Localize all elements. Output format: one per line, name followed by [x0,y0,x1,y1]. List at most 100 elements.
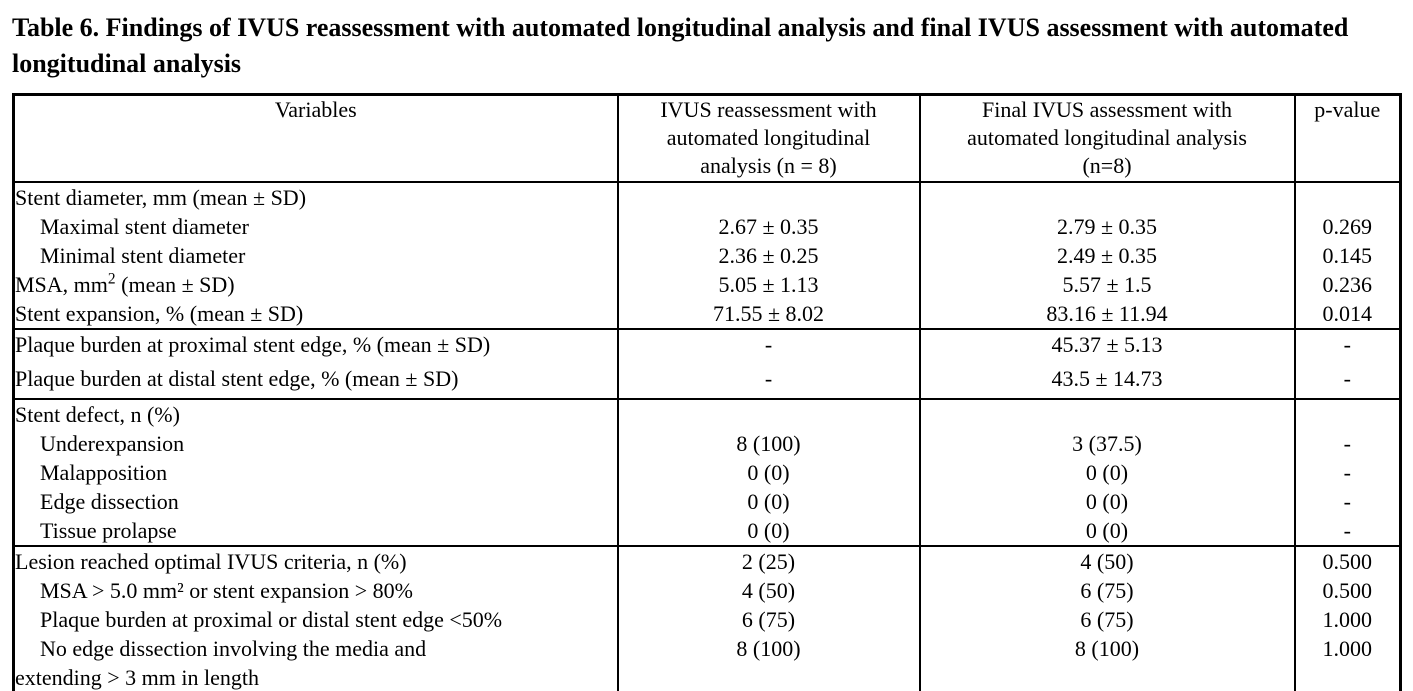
reassessment-value [616,181,921,212]
variable-label-text: extending > 3 mm in length [15,665,260,690]
reassessment-value: 4 (50) [616,576,921,605]
pvalue: 0.236 [1293,270,1402,299]
column-header-pvalue: p-value [1293,94,1402,183]
pvalue: - [1293,429,1402,458]
final-value: 0 (0) [918,487,1296,516]
pvalue [1293,398,1402,429]
column-header-text: automated longitudinal analysis [967,125,1247,150]
table-row-maximal-stent-diameter: Maximal stent diameter 2.67 ± 0.35 2.79 … [12,212,1402,241]
table-row-no-edge-dissection-criterion: No edge dissection involving the media a… [12,634,1402,691]
reassessment-value: 0 (0) [616,458,921,487]
pvalue: 1.000 [1293,634,1402,691]
final-value: 2.79 ± 0.35 [918,212,1296,241]
column-header-text: Variables [274,97,357,122]
reassessment-value [616,398,921,429]
pvalue: - [1293,364,1402,399]
superscript-two: 2 [107,270,116,288]
pvalue: 0.500 [1293,545,1402,576]
reassessment-value: 5.05 ± 1.13 [616,270,921,299]
reassessment-value: 2 (25) [616,545,921,576]
variable-label: Plaque burden at proximal or distal sten… [12,605,619,634]
table-row-plaque-burden-distal: Plaque burden at distal stent edge, % (m… [12,364,1402,399]
reassessment-value: 71.55 ± 8.02 [616,299,921,329]
reassessment-value: 0 (0) [616,516,921,546]
column-header-text: analysis (n = 8) [700,153,837,178]
pvalue: 0.269 [1293,212,1402,241]
variable-label: No edge dissection involving the media a… [12,634,619,691]
table-row-stent-expansion: Stent expansion, % (mean ± SD) 71.55 ± 8… [12,299,1402,329]
column-header-text: IVUS reassessment with [660,97,877,122]
variable-label-text: MSA, mm [15,272,108,297]
final-value: 43.5 ± 14.73 [918,364,1296,399]
reassessment-value: 8 (100) [616,429,921,458]
column-header-text: p-value [1314,97,1381,122]
variable-label: Stent defect, n (%) [12,398,619,429]
variable-label-text: (mean ± SD) [115,272,235,297]
table-row-tissue-prolapse: Tissue prolapse 0 (0) 0 (0) - [12,516,1402,546]
variable-label: MSA > 5.0 mm² or stent expansion > 80% [12,576,619,605]
reassessment-value: 2.36 ± 0.25 [616,241,921,270]
table-row-stent-defect-group: Stent defect, n (%) [12,398,1402,429]
table-caption: Table 6. Findings of IVUS reassessment w… [12,10,1404,82]
column-header-final-assessment: Final IVUS assessment with automated lon… [918,94,1296,183]
final-value: 6 (75) [918,576,1296,605]
table-caption-line: Table 6. Findings of IVUS reassessment w… [12,13,1349,42]
final-value: 6 (75) [918,605,1296,634]
pvalue: - [1293,516,1402,546]
variable-label: Malapposition [12,458,619,487]
column-header-text: (n=8) [1082,153,1132,178]
reassessment-value: - [616,364,921,399]
table-row-minimal-stent-diameter: Minimal stent diameter 2.36 ± 0.25 2.49 … [12,241,1402,270]
final-value: 5.57 ± 1.5 [918,270,1296,299]
final-value: 3 (37.5) [918,429,1296,458]
final-value [918,181,1296,212]
reassessment-value: - [616,328,921,364]
pvalue: 0.500 [1293,576,1402,605]
pvalue [1293,181,1402,212]
final-value: 2.49 ± 0.35 [918,241,1296,270]
table-row-plaque-burden-proximal: Plaque burden at proximal stent edge, % … [12,328,1402,364]
variable-label: Edge dissection [12,487,619,516]
variable-label: Minimal stent diameter [12,241,619,270]
column-header-reassessment: IVUS reassessment with automated longitu… [616,94,921,183]
variable-label: MSA, mm2 (mean ± SD) [12,270,619,299]
header-row: Variables IVUS reassessment with automat… [12,94,1402,183]
pvalue: - [1293,458,1402,487]
pvalue: 0.145 [1293,241,1402,270]
table-caption-line: longitudinal analysis [12,49,242,78]
column-header-text: automated longitudinal [666,125,871,150]
variable-label: Lesion reached optimal IVUS criteria, n … [12,545,619,576]
column-header-text: Final IVUS assessment with [982,97,1232,122]
table-row-underexpansion: Underexpansion 8 (100) 3 (37.5) - [12,429,1402,458]
final-value: 4 (50) [918,545,1296,576]
table-row-stent-diameter-group: Stent diameter, mm (mean ± SD) [12,181,1402,212]
variable-label: Stent diameter, mm (mean ± SD) [12,181,619,212]
table-row-msa: MSA, mm2 (mean ± SD) 5.05 ± 1.13 5.57 ± … [12,270,1402,299]
final-value [918,398,1296,429]
pvalue: 0.014 [1293,299,1402,329]
variable-label: Plaque burden at distal stent edge, % (m… [12,364,619,399]
variable-label: Underexpansion [12,429,619,458]
findings-table: Variables IVUS reassessment with automat… [12,93,1402,691]
table-row-plaque-burden-criterion: Plaque burden at proximal or distal sten… [12,605,1402,634]
variable-label: Plaque burden at proximal stent edge, % … [12,328,619,364]
final-value: 83.16 ± 11.94 [918,299,1296,329]
table-row-optimal-ivus-criteria: Lesion reached optimal IVUS criteria, n … [12,545,1402,576]
pvalue: - [1293,328,1402,364]
final-value: 0 (0) [918,458,1296,487]
table-body: Stent diameter, mm (mean ± SD) Maximal s… [12,181,1402,691]
final-value: 8 (100) [918,634,1296,691]
pvalue: 1.000 [1293,605,1402,634]
final-value: 45.37 ± 5.13 [918,328,1296,364]
reassessment-value: 6 (75) [616,605,921,634]
variable-label: Maximal stent diameter [12,212,619,241]
variable-label: Stent expansion, % (mean ± SD) [12,299,619,329]
reassessment-value: 0 (0) [616,487,921,516]
table-row-malapposition: Malapposition 0 (0) 0 (0) - [12,458,1402,487]
table-row-msa-or-expansion-criterion: MSA > 5.0 mm² or stent expansion > 80% 4… [12,576,1402,605]
variable-label: Tissue prolapse [12,516,619,546]
final-value: 0 (0) [918,516,1296,546]
column-header-variables: Variables [12,94,619,183]
pvalue: - [1293,487,1402,516]
